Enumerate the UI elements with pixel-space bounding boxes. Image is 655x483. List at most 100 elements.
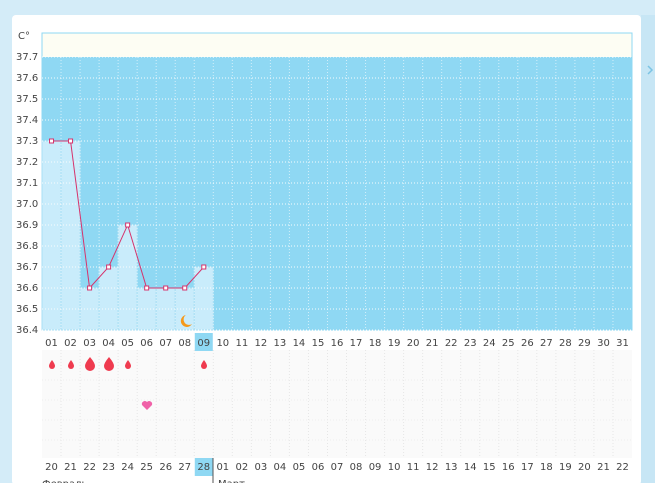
date-label: 18 [540,462,553,473]
x-tick-label: 09 [197,338,210,349]
y-tick-label: 37.1 [16,178,38,189]
x-tick-label: 10 [216,338,229,349]
point [201,264,207,270]
drop [68,360,74,369]
x-tick-label: 28 [559,338,572,349]
x-tick-label: 22 [445,338,458,349]
x-tick-label: 02 [64,338,77,349]
x-tick-label: 11 [235,338,248,349]
x-tick-label: 03 [83,338,96,349]
x-tick-label: 13 [274,338,287,349]
x-tick-label: 29 [578,338,591,349]
selected-date [194,458,213,476]
x-tick-label: 18 [369,338,382,349]
date-label: 12 [426,462,439,473]
date-label: 23 [102,462,115,473]
moon [180,315,192,327]
point [182,285,188,291]
date-label: 06 [312,462,325,473]
y-tick-label: 37.6 [16,73,38,84]
y-tick-label: 37.3 [16,136,38,147]
date-label: 04 [274,462,287,473]
y-tick-label: 36.9 [16,220,38,231]
bar [60,140,81,331]
y-tick-label: 36.8 [16,241,38,252]
date-label: 19 [559,462,572,473]
date-label: 20 [45,462,58,473]
bar [98,266,119,331]
x-tick-label: 20 [407,338,420,349]
y-tick-label: 37.2 [16,157,38,168]
x-tick-label: 21 [426,338,439,349]
x-tick-label: 26 [521,338,534,349]
plot-area [42,57,632,330]
x-tick-label: 05 [121,338,134,349]
x-tick-label: 14 [293,338,306,349]
date-label: 03 [255,462,268,473]
x-tick-label: 27 [540,338,553,349]
point [49,138,55,144]
point [125,222,131,228]
y-tick-label: 36.4 [16,325,38,336]
date-label: 17 [521,462,534,473]
icons [49,315,207,410]
bar [41,140,62,331]
y-label: C° [18,31,30,42]
point [106,264,112,270]
x-tick-label: 19 [388,338,401,349]
point [87,285,93,291]
x-tick-label: 24 [483,338,496,349]
x-tick-label: 31 [616,338,629,349]
y-tick-label: 36.5 [16,304,38,315]
date-label: 08 [350,462,363,473]
x-tick-label: 07 [159,338,172,349]
date-label: 25 [140,462,153,473]
date-label: 26 [159,462,172,473]
y-tick-label: 37.7 [16,52,38,63]
date-label: 15 [483,462,496,473]
arrow [647,65,654,75]
drop [104,357,114,371]
date-label: 07 [331,462,344,473]
date-label: 24 [121,462,134,473]
x-tick-label: 23 [464,338,477,349]
drop [49,360,55,369]
date-label: 09 [369,462,382,473]
x-tick-label: 08 [178,338,191,349]
date-label: 11 [407,462,420,473]
month-label: Февраль [42,479,88,483]
date-label: 22 [83,462,96,473]
date-label: 02 [235,462,248,473]
date-label: 14 [464,462,477,473]
x-tick-label: 01 [45,338,58,349]
x-tick-label: 12 [255,338,268,349]
drop [125,360,131,369]
month-label: Март [218,479,245,483]
y-tick-label: 37.4 [16,115,38,126]
date-label: 20 [578,462,591,473]
y-tick-label: 36.6 [16,283,38,294]
x-tick-label: 04 [102,338,115,349]
x-tick-label: 06 [140,338,153,349]
x-tick-label: 25 [502,338,515,349]
drop [85,357,95,371]
selected-day [194,333,213,351]
date-label: 13 [445,462,458,473]
x-tick-label: 30 [597,338,610,349]
drop [201,360,207,369]
x-tick-label: 15 [312,338,325,349]
date-label: 05 [293,462,306,473]
date-label: 10 [388,462,401,473]
point [68,138,74,144]
point [163,285,169,291]
scrollbar [641,15,655,483]
y-tick-label: 36.7 [16,262,38,273]
y-tick-label: 37.5 [16,94,38,105]
date-label: 21 [597,462,610,473]
date-label: 16 [502,462,515,473]
x-tick-label: 17 [350,338,363,349]
date-label: 22 [616,462,629,473]
y-tick-label: 37.0 [16,199,38,210]
